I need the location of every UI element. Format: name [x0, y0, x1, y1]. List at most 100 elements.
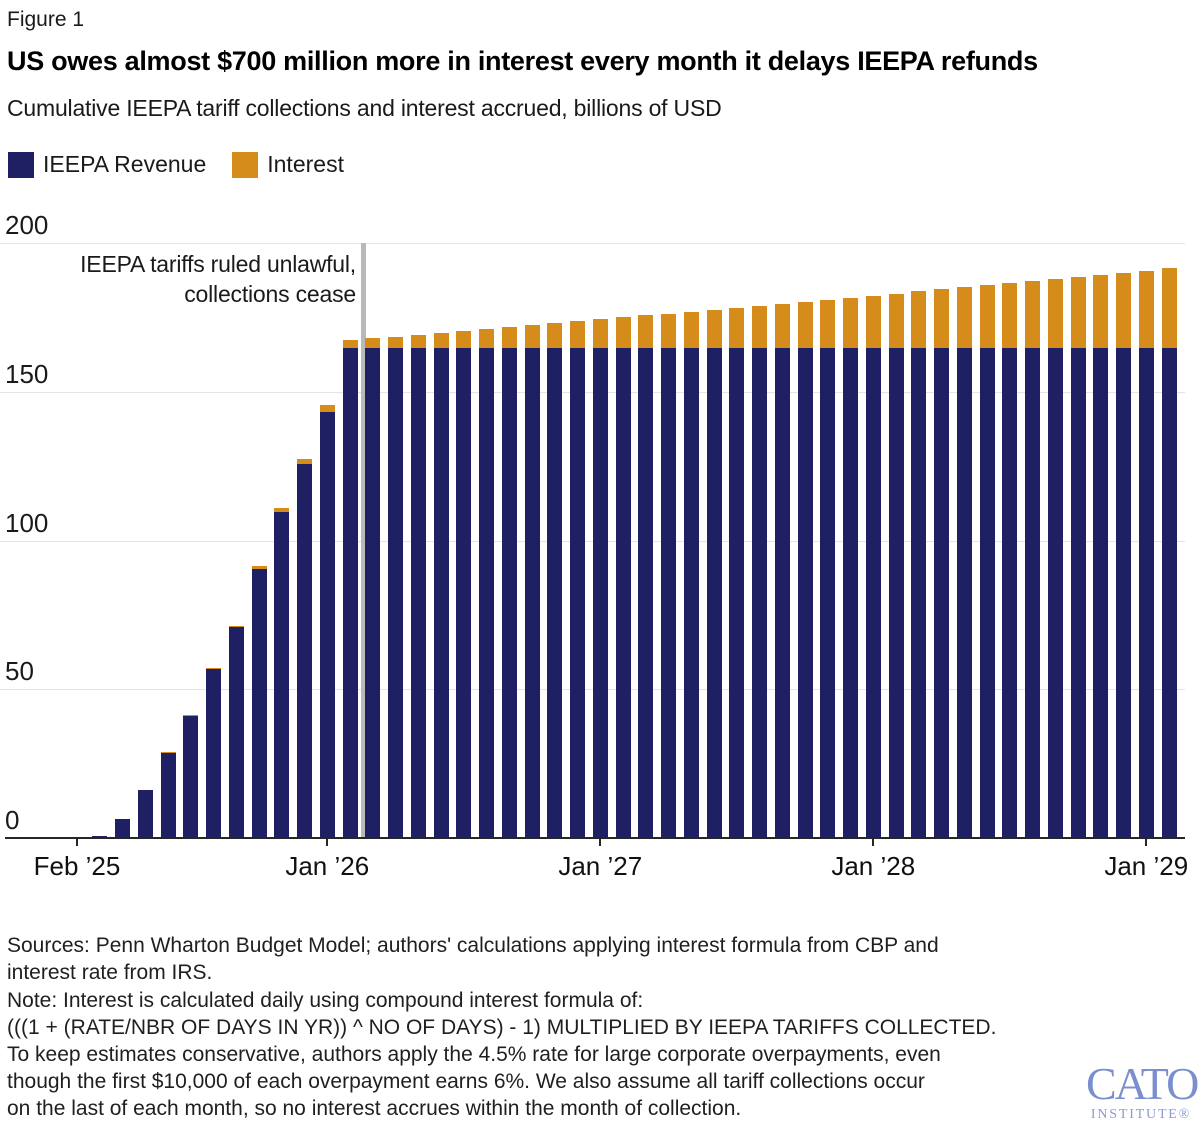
bar-revenue-Jan28 [865, 347, 881, 838]
bar-revenue-Dec27 [843, 347, 858, 838]
bar-revenue-Feb27 [615, 347, 631, 838]
bar-interest-Nov25 [274, 508, 290, 513]
gridline-200 [0, 243, 1185, 244]
bar-revenue-Apr28 [934, 347, 949, 838]
bar-interest-Jun28 [979, 285, 995, 348]
bar-revenue-Jul28 [1002, 347, 1018, 838]
bar-revenue-Oct27 [797, 347, 813, 838]
bar-interest-Jan28 [865, 295, 881, 348]
bar-interest-Oct25 [251, 566, 267, 570]
bar-revenue-Feb29 [1161, 347, 1177, 838]
bar-revenue-Nov26 [547, 347, 563, 838]
gridline-100 [0, 540, 1185, 542]
bar-interest-Jun26 [433, 332, 449, 348]
legend-item-interest: Interest [232, 151, 344, 178]
x-tick-label-35: Jan ’28 [831, 851, 916, 881]
bar-interest-Nov28 [1093, 274, 1109, 348]
x-tick-label-47: Jan ’29 [1104, 851, 1189, 881]
bar-interest-Sep25 [228, 625, 244, 628]
figure-label: Figure 1 [7, 8, 85, 31]
bar-revenue-Sep28 [1047, 347, 1063, 838]
bar-interest-Mar28 [911, 291, 927, 348]
bar-interest-Jul27 [729, 307, 745, 348]
gridline-150 [0, 391, 1185, 393]
bar-interest-Apr28 [934, 289, 949, 348]
note-line-4: though the first $10,000 of each overpay… [7, 1070, 925, 1093]
bar-revenue-May26 [410, 347, 426, 838]
chart-plot-area: 0 50 100 150 200 Feb ’25 Jan ’26 Jan ’27 Jan ’2… [0, 210, 1189, 881]
chart-title: US owes almost $700 million more in inte… [7, 46, 1038, 76]
bar-interest-Sep26 [501, 327, 517, 348]
bar-interest-Dec28 [1116, 272, 1131, 348]
note-line-3: To keep estimates conservative, authors … [7, 1043, 941, 1066]
bar-interest-May27 [683, 311, 699, 348]
y-tick-label-150: 150 [5, 358, 49, 389]
bar-revenue-Aug28 [1025, 347, 1040, 838]
legend-label-interest: Interest [267, 151, 344, 177]
x-tick-11 [326, 839, 329, 846]
bar-revenue-Sep26 [501, 347, 517, 838]
bar-revenue-Jul26 [456, 347, 472, 838]
bar-revenue-Mar28 [911, 347, 927, 838]
bar-revenue-May27 [683, 347, 699, 838]
sources-text: Sources: Penn Wharton Budget Model; auth… [7, 932, 1077, 986]
bar-revenue-Jun26 [433, 347, 449, 838]
bar-revenue-Oct25 [251, 569, 267, 838]
bar-revenue-Jul27 [729, 347, 745, 838]
bar-interest-Oct26 [524, 325, 540, 348]
bar-interest-Dec25 [297, 459, 312, 465]
bar-revenue-Mar25 [92, 835, 108, 838]
bar-interest-Feb26 [342, 340, 358, 348]
cato-institute-logo: CATO INSTITUTE® [1086, 1061, 1199, 1123]
bar-revenue-Aug25 [206, 669, 221, 838]
bar-revenue-Mar27 [638, 347, 654, 838]
bar-revenue-Jan27 [592, 347, 608, 838]
sources-line-1: Sources: Penn Wharton Budget Model; auth… [7, 934, 939, 957]
bar-interest-Mar27 [638, 315, 654, 348]
bar-interest-Apr27 [661, 313, 676, 348]
bar-revenue-Nov27 [820, 347, 836, 838]
bar-interest-Jan27 [592, 319, 608, 348]
bar-interest-Feb27 [615, 317, 631, 348]
bar-interest-Dec27 [843, 297, 858, 348]
bar-revenue-Jul25 [183, 716, 199, 838]
revenue-swatch-icon [8, 151, 34, 178]
x-tick-35 [872, 839, 875, 846]
bar-revenue-Apr26 [388, 347, 403, 838]
bar-revenue-Jun28 [979, 347, 995, 838]
bar-revenue-Oct26 [524, 347, 540, 838]
legend: IEEPA Revenue Interest [8, 151, 344, 178]
bar-interest-May26 [410, 334, 426, 348]
bar-interest-Aug27 [752, 305, 767, 348]
y-tick-label-0: 0 [5, 805, 20, 835]
bar-interest-Mar26 [365, 338, 381, 348]
bar-interest-Nov26 [547, 323, 563, 348]
bar-interest-Nov27 [820, 299, 836, 348]
x-tick-label-11: Jan ’26 [285, 851, 370, 881]
bar-interest-Apr26 [388, 336, 403, 348]
bar-interest-Feb29 [1161, 268, 1177, 348]
bar-interest-Aug28 [1025, 281, 1040, 348]
x-tick-23 [599, 839, 602, 846]
event-line [360, 243, 366, 838]
chart-subtitle: Cumulative IEEPA tariff collections and … [7, 95, 722, 121]
bar-revenue-Mar26 [365, 347, 381, 838]
bar-interest-Jan26 [319, 405, 335, 412]
bar-revenue-May28 [956, 347, 972, 838]
note-text: Note: Interest is calculated daily using… [7, 987, 1077, 1122]
interest-swatch-icon [232, 151, 259, 178]
footer-notes: Sources: Penn Wharton Budget Model; auth… [7, 932, 1077, 1123]
bar-interest-Feb28 [888, 293, 904, 348]
bar-interest-Sep27 [774, 303, 790, 348]
bar-revenue-Oct28 [1070, 347, 1086, 838]
note-line-2: (((1 + (RATE/NBR OF DAYS IN YR)) ^ NO OF… [7, 1016, 997, 1039]
bar-revenue-Feb28 [888, 347, 904, 838]
sources-line-2: interest rate from IRS. [7, 961, 213, 984]
event-annotation-line2: collections cease [184, 281, 356, 307]
bar-revenue-Sep27 [774, 347, 790, 838]
bar-revenue-Apr27 [661, 347, 676, 838]
bar-interest-Sep28 [1047, 279, 1063, 348]
x-tick-label-23: Jan ’27 [558, 851, 643, 881]
bar-revenue-Nov25 [274, 512, 290, 838]
